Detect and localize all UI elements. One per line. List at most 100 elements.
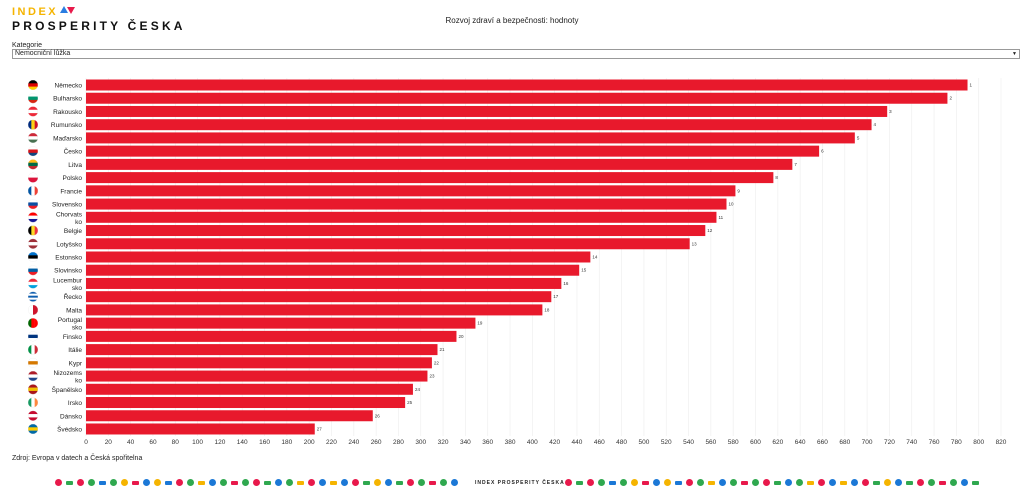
footer-icons-strip: INDEX PROSPERITY ČESKA	[0, 479, 1024, 489]
footer-decoration-icon	[906, 481, 913, 485]
category-label: Belgie	[64, 228, 82, 235]
category-label: Kypr	[69, 360, 83, 367]
footer-decoration-icon	[598, 479, 605, 486]
bar	[86, 132, 855, 144]
footer-decoration-icon	[851, 479, 858, 486]
footer-decoration-icon	[55, 479, 62, 486]
footer-decoration-icon	[418, 479, 425, 486]
category-select[interactable]: Nemocniční lůžka ▼	[12, 49, 1020, 59]
footer-decoration-icon	[66, 481, 73, 485]
data-label: 15	[581, 268, 587, 273]
category-label: Chorvats ko	[56, 211, 83, 226]
data-label: 1	[970, 83, 973, 88]
footer-decoration-icon	[565, 479, 572, 486]
category-label: Malta	[66, 307, 82, 314]
x-tick-label: 520	[661, 439, 672, 446]
bar	[86, 79, 968, 91]
logo-triangle-icon	[67, 7, 75, 14]
data-label: 23	[429, 374, 435, 379]
x-tick-label: 800	[973, 439, 984, 446]
footer-decoration-icon	[873, 481, 880, 485]
footer-decoration-icon	[961, 479, 968, 486]
flag-icon-slovinsko	[28, 265, 38, 276]
x-tick-label: 480	[616, 439, 627, 446]
footer-decoration-icon	[286, 479, 293, 486]
bar	[86, 370, 428, 382]
bar	[86, 423, 315, 435]
x-tick-label: 580	[728, 439, 739, 446]
footer-decoration-icon	[154, 479, 161, 486]
x-tick-label: 400	[527, 439, 538, 446]
footer-decoration-icon	[939, 481, 946, 485]
footer-decoration-icon	[330, 481, 337, 485]
x-tick-label: 320	[438, 439, 449, 446]
flag-icon-polsko	[28, 172, 38, 183]
x-tick-label: 80	[172, 439, 180, 446]
footer-decoration-icon	[686, 479, 693, 486]
x-tick-label: 200	[304, 439, 315, 446]
x-tick-label: 260	[371, 439, 382, 446]
data-label: 21	[439, 347, 445, 352]
footer-decoration-icon	[972, 481, 979, 485]
footer-decoration-icon	[675, 481, 682, 485]
category-label: Polsko	[62, 175, 82, 182]
category-label: Finsko	[63, 334, 83, 341]
category-label: Maďarsko	[53, 135, 82, 142]
data-label: 24	[415, 387, 421, 392]
data-label: 25	[407, 400, 413, 405]
bar	[86, 304, 543, 316]
x-tick-label: 300	[415, 439, 426, 446]
footer-decoration-icon	[242, 479, 249, 486]
category-label: Španělsko	[52, 385, 83, 394]
x-tick-label: 560	[705, 439, 716, 446]
chart-title: Rozvoj zdraví a bezpečnosti: hodnoty	[445, 16, 579, 25]
flag-icon-slovensko	[28, 199, 38, 210]
x-tick-label: 640	[795, 439, 806, 446]
x-tick-label: 160	[259, 439, 270, 446]
data-label: 20	[458, 334, 464, 339]
footer-decoration-icon	[829, 479, 836, 486]
flag-icon-německo	[28, 80, 38, 90]
x-tick-label: 360	[482, 439, 493, 446]
x-tick-label: 820	[996, 439, 1007, 446]
data-label: 5	[857, 135, 860, 140]
data-label: 18	[544, 307, 550, 312]
bar	[86, 344, 438, 356]
flag-icon-portugalsko	[28, 318, 38, 329]
data-label: 16	[563, 281, 569, 286]
logo: INDEX PROSPERITY ČESKA	[12, 6, 186, 33]
footer-decoration-icon	[143, 479, 150, 486]
footer-decoration-icon	[99, 481, 106, 485]
flag-icon-rumunsko	[28, 119, 38, 130]
bar	[86, 211, 717, 223]
flag-icon-maďarsko	[28, 132, 38, 143]
bar	[86, 172, 774, 184]
flag-icon-itálie	[28, 344, 38, 355]
flag-icon-chorvatsko	[28, 212, 38, 223]
bar	[86, 291, 552, 303]
bar	[86, 410, 373, 422]
category-label: Itálie	[68, 347, 82, 354]
x-tick-label: 460	[594, 439, 605, 446]
x-tick-label: 680	[839, 439, 850, 446]
logo-triangle-icon	[60, 6, 68, 13]
footer-decoration-icon	[719, 479, 726, 486]
category-label: Nizozems ko	[53, 370, 82, 385]
x-tick-label: 500	[638, 439, 649, 446]
footer-decoration-icon	[664, 479, 671, 486]
footer-decoration-icon	[429, 481, 436, 485]
category-label: Slovinsko	[54, 268, 82, 275]
flag-icon-španělsko	[28, 384, 38, 395]
flag-icon-finsko	[28, 331, 38, 342]
data-label: 27	[317, 426, 323, 431]
bar	[86, 185, 736, 197]
data-label: 14	[592, 254, 598, 259]
data-label: 7	[794, 162, 797, 167]
chevron-down-icon: ▼	[1012, 51, 1017, 57]
footer-decoration-icon	[363, 481, 370, 485]
bar	[86, 198, 727, 210]
x-tick-label: 440	[572, 439, 583, 446]
footer-decoration-icon	[187, 479, 194, 486]
data-label: 6	[821, 149, 824, 154]
footer-decoration-icon	[807, 481, 814, 485]
